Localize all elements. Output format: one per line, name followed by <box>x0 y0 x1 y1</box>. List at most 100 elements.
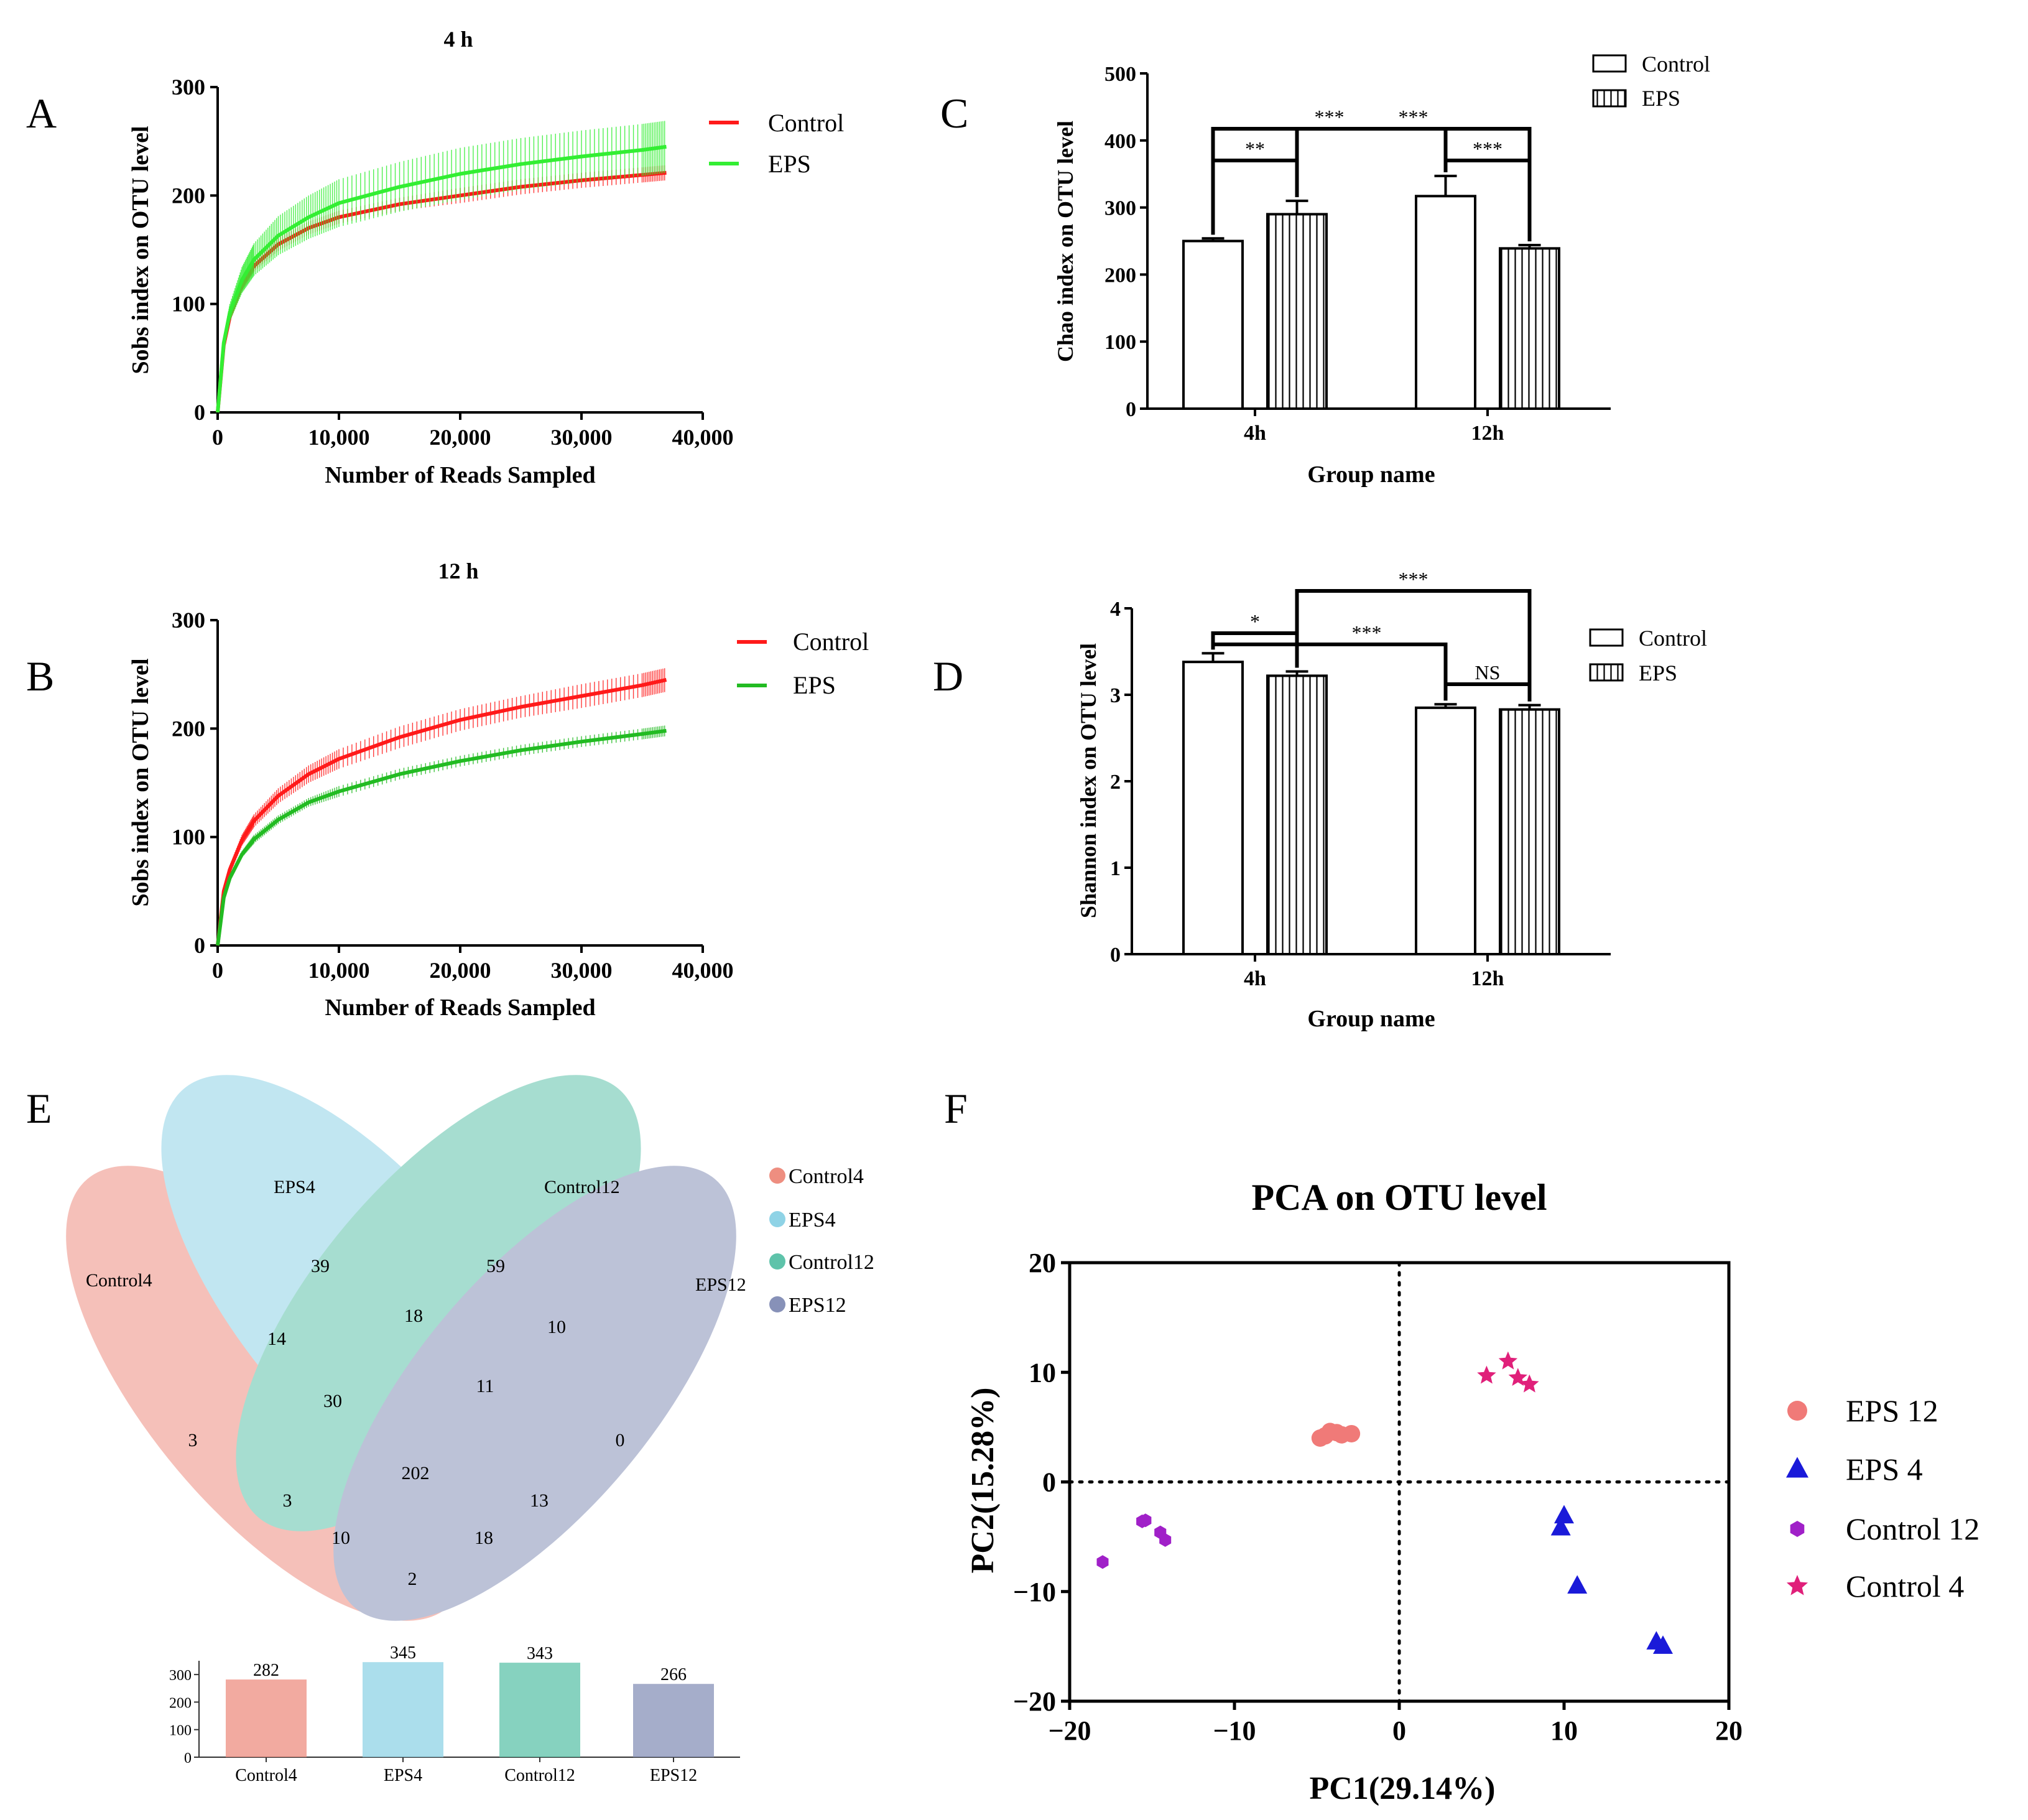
x-tick-label: Control4 <box>235 1766 297 1785</box>
legend-label-control: Control <box>793 628 869 656</box>
significance-label: *** <box>1473 137 1502 160</box>
venn-set-label-control4: Control4 <box>86 1270 152 1291</box>
data-point-control12 <box>1159 1533 1172 1547</box>
total-value-label: 266 <box>660 1665 687 1684</box>
significance-bracket <box>1211 643 1448 701</box>
y-tick-label: 10 <box>1029 1357 1056 1388</box>
venn-count: 3 <box>188 1430 198 1451</box>
y-tick-label: 300 <box>1104 197 1136 220</box>
x-tick-label: 12h <box>1471 967 1504 990</box>
x-tick-label: −10 <box>1213 1716 1256 1746</box>
y-tick-label: 300 <box>172 75 205 100</box>
venn-ellipse-control12 <box>236 1075 641 1531</box>
x-axis-label: Group name <box>1307 1006 1435 1032</box>
y-tick-label: −20 <box>1013 1686 1056 1717</box>
y-tick-label: 100 <box>172 292 205 317</box>
panel-c-bar-chart: Group name Chao index on OTU level Contr… <box>1053 52 1710 488</box>
y-tick-label: 100 <box>172 825 205 850</box>
legend-dot-control12 <box>769 1253 785 1270</box>
y-tick-label: 0 <box>194 400 205 425</box>
total-bar-control4 <box>226 1679 307 1757</box>
data-point-control4 <box>1498 1351 1518 1370</box>
significance-label: *** <box>1315 106 1345 128</box>
chart-title: 12 h <box>438 559 478 583</box>
legend-swatch-control <box>1592 54 1627 73</box>
panel-label-c: C <box>940 90 968 137</box>
x-tick-label: 30,000 <box>551 425 613 450</box>
bar-eps-4h <box>1266 213 1328 410</box>
y-tick-label: 200 <box>172 183 205 208</box>
legend-label-control: Control <box>1642 52 1710 77</box>
significance-label: *** <box>1399 568 1428 590</box>
y-axis-label: Sobs index on OTU level <box>127 658 154 906</box>
legend-label-control4: Control4 <box>789 1165 864 1188</box>
legend-marker-eps4 <box>1786 1457 1808 1478</box>
y-tick-label: 20 <box>1029 1248 1056 1278</box>
panel-label-b: B <box>26 652 54 700</box>
x-axis-label: Group name <box>1307 462 1435 488</box>
x-tick-label: 40,000 <box>672 958 734 983</box>
y-axis-label: PC2(15.28%) <box>965 1388 1001 1574</box>
x-tick-label: EPS4 <box>384 1766 422 1785</box>
x-tick-label: 12h <box>1471 422 1504 445</box>
y-tick-label: 100 <box>169 1723 192 1739</box>
series-line-control <box>216 170 667 413</box>
y-tick-label: 0 <box>1126 398 1136 421</box>
x-tick-label: 20,000 <box>430 958 491 983</box>
total-bar-eps4 <box>363 1662 443 1757</box>
x-tick-label: 0 <box>1392 1716 1406 1746</box>
series-line-eps <box>216 144 667 413</box>
y-tick-label: 0 <box>1042 1467 1056 1498</box>
legend-marker-eps12 <box>1787 1401 1807 1421</box>
significance-bracket <box>1443 682 1532 702</box>
x-tick-label: −20 <box>1048 1716 1091 1746</box>
legend-label-eps: EPS <box>1639 661 1677 685</box>
legend-label-eps12: EPS12 <box>789 1294 846 1317</box>
legend-label-eps4: EPS 4 <box>1846 1452 1923 1487</box>
x-tick-label: EPS12 <box>650 1766 697 1785</box>
legend-label-eps12: EPS 12 <box>1846 1393 1938 1428</box>
y-tick-label: 100 <box>1104 331 1136 354</box>
total-value-label: 345 <box>390 1643 416 1663</box>
y-tick-label: 400 <box>1104 130 1136 153</box>
venn-count: 10 <box>547 1317 566 1337</box>
significance-label: *** <box>1399 106 1428 128</box>
x-axis-label: Number of Reads Sampled <box>325 462 595 488</box>
chart-title: PCA on OTU level <box>1252 1177 1547 1218</box>
legend-swatch-control <box>1589 628 1624 647</box>
y-axis-label: Chao index on OTU level <box>1053 121 1078 362</box>
chart-title: 4 h <box>443 27 473 52</box>
y-tick-label: 0 <box>194 933 205 958</box>
data-point-eps4 <box>1653 1635 1673 1654</box>
y-tick-label: 200 <box>172 716 205 741</box>
legend-label-eps: EPS <box>1642 86 1680 111</box>
x-tick-label: 10,000 <box>308 425 370 450</box>
y-tick-label: 2 <box>1110 771 1121 794</box>
y-tick-label: 1 <box>1110 857 1121 880</box>
venn-set-label-eps4: EPS4 <box>274 1177 315 1197</box>
significance-label: ** <box>1245 137 1265 160</box>
data-point-control4 <box>1477 1365 1496 1384</box>
significance-label: NS <box>1475 661 1501 684</box>
data-point-eps4 <box>1554 1505 1574 1524</box>
data-point-eps12 <box>1343 1424 1361 1442</box>
bar-control-12h <box>1415 195 1476 410</box>
significance-bracket <box>1443 159 1532 241</box>
venn-count: 59 <box>486 1256 505 1276</box>
legend-label-control: Control <box>768 109 844 137</box>
y-axis-label: Sobs index on OTU level <box>127 126 154 374</box>
total-bar-control12 <box>499 1663 580 1757</box>
data-point-control4 <box>1520 1374 1539 1393</box>
x-tick-label: 30,000 <box>551 958 613 983</box>
venn-count: 30 <box>323 1391 342 1411</box>
y-tick-label: 500 <box>1104 63 1136 86</box>
x-axis-label: PC1(29.14%) <box>1310 1771 1496 1806</box>
x-tick-label: 0 <box>212 958 223 983</box>
panel-label-e: E <box>26 1085 52 1132</box>
total-value-label: 282 <box>253 1661 279 1680</box>
legend-marker-control12 <box>1790 1521 1805 1537</box>
y-tick-label: 0 <box>184 1750 192 1767</box>
x-tick-label: Control12 <box>504 1766 575 1785</box>
